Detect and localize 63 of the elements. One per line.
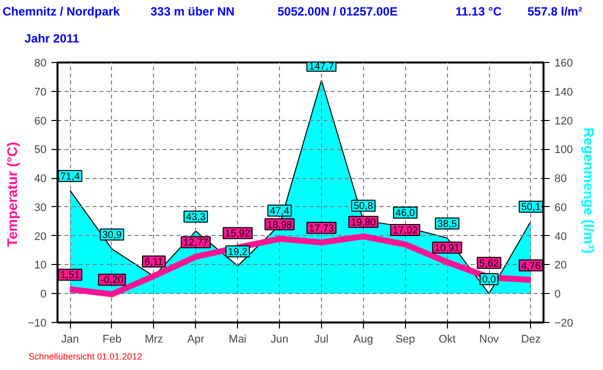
y2-axis-title: Regenmenge (l/m³)	[581, 128, 598, 254]
y-tick-label: 30	[34, 202, 47, 214]
data-label: 19,2	[228, 246, 248, 258]
x-tick-label: Feb	[102, 334, 122, 346]
data-label: 50,8	[354, 201, 374, 212]
text: 11.13 °C	[456, 4, 502, 18]
y2-tick-label: 80	[554, 173, 567, 186]
data-label: 38,5	[437, 219, 458, 230]
data-label: 4,76	[521, 260, 542, 272]
y2-tick-label: 100	[554, 144, 573, 156]
y-tick-label: 60	[34, 115, 47, 128]
y2-tick-label: 40	[554, 230, 567, 243]
y2-tick-label: 20	[554, 260, 567, 272]
y-tick-label: −10	[28, 318, 47, 330]
text: 5052.00N / 01257.00E	[278, 4, 398, 18]
y-axis-title: Temperatur (°C)	[4, 142, 20, 247]
data-label: 147,7	[308, 61, 334, 72]
text: 333 m über NN	[150, 4, 235, 18]
text: 557.8 l/m²	[528, 4, 582, 18]
data-label: 0,0	[482, 274, 496, 286]
data-label: 30,9	[102, 230, 122, 241]
y-tick-label: 20	[34, 230, 47, 243]
data-label: 17,73	[308, 223, 334, 234]
data-label: 71,4	[60, 171, 80, 182]
data-label: 10,91	[434, 243, 460, 254]
data-label: 5,62	[479, 258, 500, 270]
data-label: 43,3	[186, 212, 206, 224]
chart-subtitle: Jahr 2011	[24, 32, 80, 46]
x-tick-label: Mai	[228, 334, 247, 346]
data-label: -0,20	[100, 275, 124, 286]
data-label: 50,1	[521, 202, 542, 214]
x-tick-label: Jul	[314, 334, 328, 346]
data-label: 47,4	[270, 206, 290, 218]
y-tick-label: 80	[34, 58, 47, 70]
y2-tick-label: 140	[554, 86, 573, 98]
x-tick-label: Nov	[479, 334, 500, 346]
y-tick-label: 0	[40, 288, 47, 301]
y-tick-label: 40	[34, 173, 47, 186]
data-label: 46,0	[396, 208, 416, 220]
data-label: 6,11	[144, 256, 164, 268]
data-label: 19,80	[350, 217, 376, 228]
text: Schnellübersicht 01.01.2012	[28, 352, 142, 362]
x-tick-label: Dez	[521, 334, 541, 346]
x-tick-label: Apr	[187, 334, 205, 346]
y2-tick-label: −20	[554, 318, 574, 330]
y2-tick-label: 160	[554, 58, 573, 70]
y2-tick-label: 120	[554, 115, 573, 128]
x-tick-label: Aug	[354, 334, 374, 346]
data-label: 17,02	[392, 225, 418, 236]
x-tick-label: Jan	[61, 334, 79, 346]
chart-title: Chemnitz / Nordpark	[2, 4, 120, 18]
x-tick-label: Sep	[395, 334, 416, 346]
y-tick-label: 70	[34, 86, 47, 98]
y-tick-label: 50	[34, 144, 47, 156]
y2-tick-label: 0	[554, 288, 561, 301]
y2-tick-label: 60	[554, 202, 567, 214]
x-tick-label: Okt	[438, 334, 456, 346]
data-label: 12,77	[183, 238, 209, 249]
x-tick-label: Jun	[270, 334, 288, 346]
x-tick-label: Mrz	[144, 334, 164, 346]
data-label: 15,92	[225, 228, 251, 240]
y-tick-label: 10	[34, 260, 47, 272]
data-label: 1,51	[60, 270, 80, 282]
